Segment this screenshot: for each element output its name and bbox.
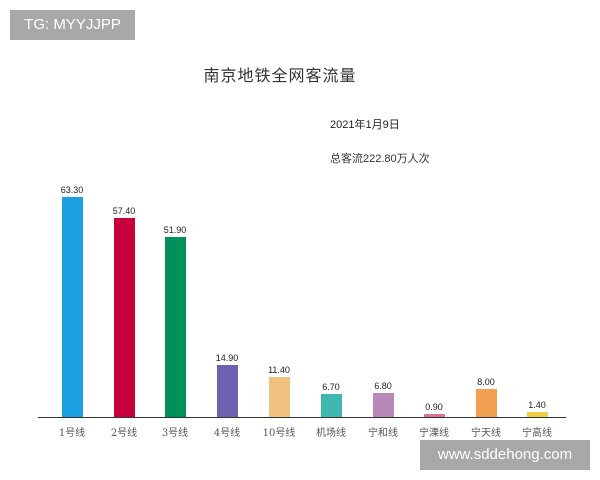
bar-0 <box>62 197 83 417</box>
category-label: 3号线 <box>161 428 189 439</box>
bar-value-label: 8.00 <box>477 377 495 388</box>
category-label: 宁天线 <box>471 428 501 439</box>
bar-5 <box>321 393 342 417</box>
bar-8 <box>476 389 497 417</box>
chart-date: 2021年1月9日 <box>330 119 400 131</box>
chart-total: 总客流222.80万人次 <box>330 153 430 165</box>
bar-value-label: 63.30 <box>60 185 84 196</box>
chart-plot-area: 63.30 57.40 51.90 14.90 11.40 6.70 6.80 0.90 8.0… <box>38 150 566 418</box>
bar-value-label: 0.90 <box>425 401 443 412</box>
bar-value-label: 57.40 <box>112 205 136 216</box>
category-label: 宁高线 <box>522 428 552 439</box>
bar-value-label: 11.40 <box>268 365 290 376</box>
category-label: 10号线 <box>262 428 296 439</box>
bar-3 <box>217 365 238 417</box>
bar-value-label: 6.80 <box>374 381 392 392</box>
category-label: 4号线 <box>213 428 241 439</box>
category-label: 机场线 <box>316 428 346 439</box>
bar-value-label: 1.40 <box>528 400 546 411</box>
bar-value-label: 14.90 <box>215 353 239 364</box>
watermark-bottom: www.sddehong.com <box>420 440 590 470</box>
bar-value-label: 6.70 <box>322 381 340 392</box>
chart-title: 南京地铁全网客流量 <box>203 66 357 85</box>
x-axis-line <box>38 417 566 418</box>
bar-2 <box>165 236 186 417</box>
bar-1 <box>114 217 135 417</box>
category-label: 1号线 <box>58 428 86 439</box>
bar-9 <box>527 412 548 417</box>
bar-value-label: 51.90 <box>163 224 187 235</box>
bar-7 <box>424 413 445 417</box>
watermark-top: TG: MYYJJPP <box>10 10 135 40</box>
category-label: 2号线 <box>110 428 138 439</box>
category-label: 宁和线 <box>368 428 398 439</box>
bar-6 <box>373 393 394 417</box>
bar-4 <box>269 377 290 417</box>
category-label: 宁溧线 <box>419 428 449 439</box>
